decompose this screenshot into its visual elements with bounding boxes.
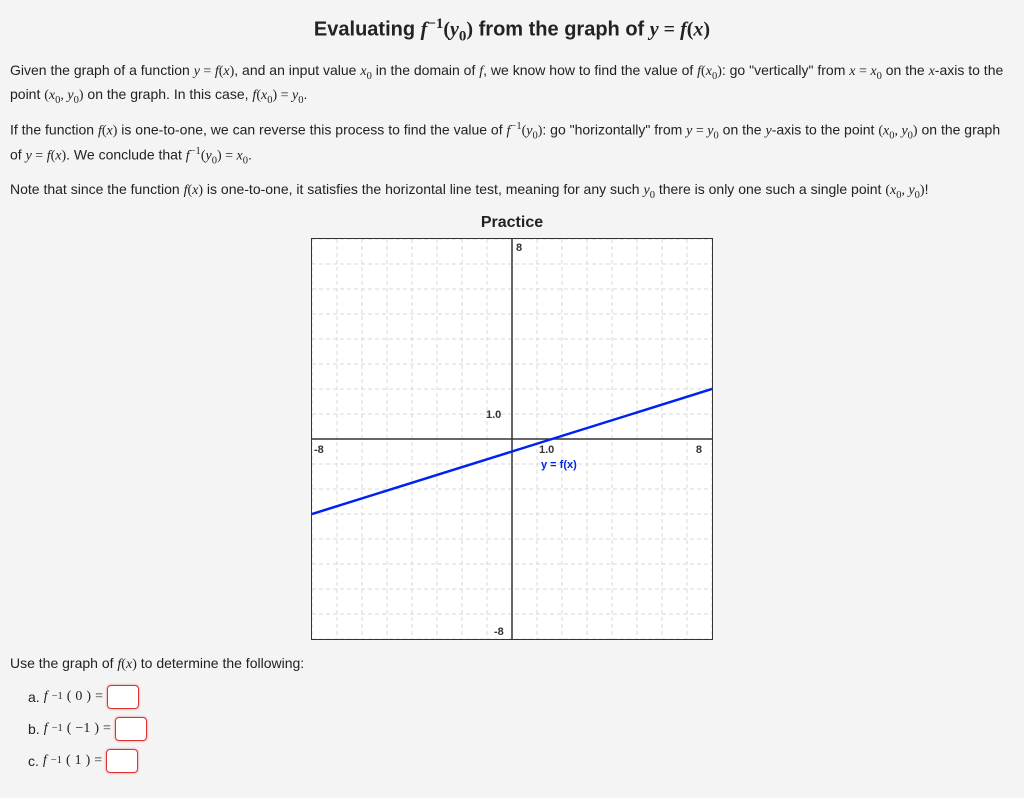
question-exp: −1 bbox=[52, 691, 63, 702]
title-eq-x: x bbox=[693, 19, 703, 41]
title-eq-f: f bbox=[680, 19, 687, 41]
svg-text:1.0: 1.0 bbox=[539, 444, 554, 456]
p3-t1: Note that since the function bbox=[10, 181, 184, 197]
question-arg: 1 bbox=[75, 753, 82, 769]
question-arg: 0 bbox=[75, 689, 82, 705]
p1-t2: , and an input value bbox=[234, 62, 360, 78]
p2-m7f: ) = bbox=[217, 149, 237, 164]
p2-t5: -axis to the point bbox=[772, 121, 879, 137]
answer-input[interactable] bbox=[106, 749, 138, 773]
question-letter: a. bbox=[28, 689, 40, 705]
p1-m5b: = bbox=[856, 64, 871, 79]
question-fn: f bbox=[44, 721, 48, 737]
p2-m6b: = bbox=[32, 149, 47, 164]
question-exp: −1 bbox=[52, 723, 63, 734]
question-exp: −1 bbox=[51, 755, 62, 766]
title-eq: = bbox=[659, 19, 680, 41]
p2-m7b: −1 bbox=[190, 146, 201, 157]
question-open: ( bbox=[67, 721, 72, 737]
p2-t1: If the function bbox=[10, 121, 98, 137]
question-item: c. f −1 (1) = bbox=[28, 749, 1014, 773]
p3-t3: there is only one such a single point bbox=[655, 181, 885, 197]
title-mid: from the graph of bbox=[473, 19, 650, 41]
p1-t8: on the graph. In this case, bbox=[84, 86, 253, 102]
function-graph: 8 -8 -8 8 1.0 1.0 y = f(x) bbox=[311, 238, 713, 640]
title-exp: −1 bbox=[427, 16, 443, 32]
questions-lead: Use the graph of f(x) to determine the f… bbox=[10, 653, 1014, 675]
p1-t9: . bbox=[303, 86, 307, 102]
practice-heading: Practice bbox=[10, 214, 1014, 232]
svg-text:1.0: 1.0 bbox=[486, 409, 501, 421]
title-eq-close: ) bbox=[703, 19, 710, 41]
svg-text:-8: -8 bbox=[314, 444, 324, 456]
answer-input[interactable] bbox=[115, 717, 147, 741]
question-letter: c. bbox=[28, 753, 39, 769]
question-close: ) bbox=[86, 689, 91, 705]
question-fn: f bbox=[44, 689, 48, 705]
ql-t2: to determine the following: bbox=[137, 655, 304, 671]
question-close: ) bbox=[94, 721, 99, 737]
p3-t2: is one-to-one, it satisfies the horizont… bbox=[203, 181, 643, 197]
question-arg: −1 bbox=[75, 721, 90, 737]
page-title: Evaluating f−1(y0) from the graph of y =… bbox=[10, 16, 1014, 46]
paragraph-3: Note that since the function f(x) is one… bbox=[10, 179, 1014, 204]
question-fn: f bbox=[43, 753, 47, 769]
p2-t7: . We conclude that bbox=[66, 147, 186, 163]
p2-m2b: −1 bbox=[510, 121, 521, 132]
paragraph-2: If the function f(x) is one-to-one, we c… bbox=[10, 119, 1014, 169]
p2-t4: on the bbox=[719, 121, 766, 137]
question-eq: = bbox=[103, 721, 111, 737]
p1-m1b: = bbox=[200, 64, 215, 79]
p2-t2: is one-to-one, we can reverse this proce… bbox=[117, 121, 506, 137]
p2-t3: : go "horizontally" from bbox=[542, 121, 686, 137]
page-root: Evaluating f−1(y0) from the graph of y =… bbox=[0, 0, 1024, 789]
title-y: y bbox=[450, 19, 459, 41]
question-eq: = bbox=[94, 753, 102, 769]
p3-t4: ! bbox=[925, 181, 929, 197]
p2-m3b: = bbox=[692, 123, 707, 138]
question-list: a. f−1(0) =b. f−1(−1) =c. f−1(1) = bbox=[10, 685, 1014, 773]
p1-t3: in the domain of bbox=[372, 62, 479, 78]
p1-m8e: ) = bbox=[272, 88, 292, 103]
p1-t5: : go "vertically" from bbox=[722, 62, 849, 78]
svg-text:8: 8 bbox=[516, 242, 522, 254]
p2-t8: . bbox=[248, 147, 252, 163]
svg-text:y = f(x): y = f(x) bbox=[541, 459, 577, 471]
p1-t6: on the bbox=[882, 62, 929, 78]
ql-t1: Use the graph of bbox=[10, 655, 117, 671]
svg-text:8: 8 bbox=[696, 444, 702, 456]
title-lead: Evaluating bbox=[314, 19, 421, 41]
p1-t1: Given the graph of a function bbox=[10, 62, 194, 78]
question-open: ( bbox=[66, 753, 71, 769]
paragraph-1: Given the graph of a function y = f(x), … bbox=[10, 60, 1014, 109]
question-eq: = bbox=[95, 689, 103, 705]
question-open: ( bbox=[67, 689, 72, 705]
question-item: a. f −1 (0) = bbox=[28, 685, 1014, 709]
svg-text:-8: -8 bbox=[494, 626, 504, 638]
question-letter: b. bbox=[28, 721, 40, 737]
question-close: ) bbox=[86, 753, 91, 769]
p1-t4: , we know how to find the value of bbox=[483, 62, 697, 78]
question-item: b. f−1(−1) = bbox=[28, 717, 1014, 741]
title-eq-y: y bbox=[650, 19, 659, 41]
chart-container: 8 -8 -8 8 1.0 1.0 y = f(x) bbox=[10, 238, 1014, 643]
answer-input[interactable] bbox=[107, 685, 139, 709]
